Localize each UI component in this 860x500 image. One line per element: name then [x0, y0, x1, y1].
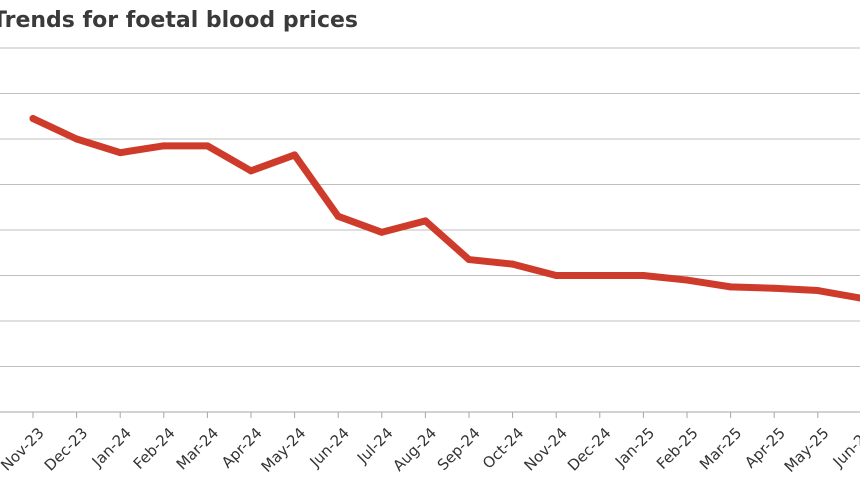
data-point [639, 272, 647, 279]
data-point [596, 272, 604, 279]
data-point [73, 135, 81, 143]
data-point [291, 151, 299, 159]
x-tick-label: Feb-24 [130, 424, 179, 473]
x-tick-label: Oct-24 [479, 424, 527, 472]
x-tick-label: Mar-25 [696, 424, 745, 473]
x-tick-label: Aug-24 [389, 424, 440, 475]
x-tick-label: May-25 [781, 424, 833, 476]
x-tick-label: May-24 [258, 424, 310, 476]
data-point [465, 256, 473, 264]
data-point [29, 115, 37, 123]
series-line [29, 115, 860, 302]
x-tick-label: Sep-24 [434, 424, 484, 474]
data-point [857, 295, 860, 302]
x-tick-label: Nov-24 [520, 424, 570, 474]
data-point [247, 167, 255, 175]
data-point [727, 283, 735, 291]
chart-title: Trends for foetal blood prices [0, 8, 359, 33]
x-tick-label: Jan-25 [611, 424, 658, 471]
x-tick-label: Nov-23 [0, 424, 48, 474]
data-point [116, 149, 124, 157]
data-point [683, 276, 691, 284]
series-layer [29, 115, 860, 302]
x-tick-label: Jan-24 [88, 424, 135, 471]
data-point [770, 284, 778, 292]
x-tick-label: Dec-24 [564, 424, 615, 475]
data-point [203, 142, 211, 150]
gridlines [0, 47, 860, 367]
data-point [552, 272, 560, 279]
data-point [421, 217, 429, 225]
x-tick-labels: Nov-23Dec-23Jan-24Feb-24Mar-24Apr-24May-… [0, 424, 860, 476]
x-tick-label: Mar-24 [173, 424, 222, 473]
data-point [509, 260, 517, 268]
x-tick-label: Dec-23 [41, 424, 92, 475]
x-tick-label: Jun-24 [306, 424, 353, 471]
data-point [814, 287, 822, 295]
x-tick-label: Feb-25 [653, 424, 702, 473]
data-point [378, 228, 386, 236]
x-axis [0, 411, 860, 418]
x-tick-label: Jun-25 [829, 424, 860, 471]
data-point [334, 212, 342, 220]
data-point [160, 142, 168, 150]
